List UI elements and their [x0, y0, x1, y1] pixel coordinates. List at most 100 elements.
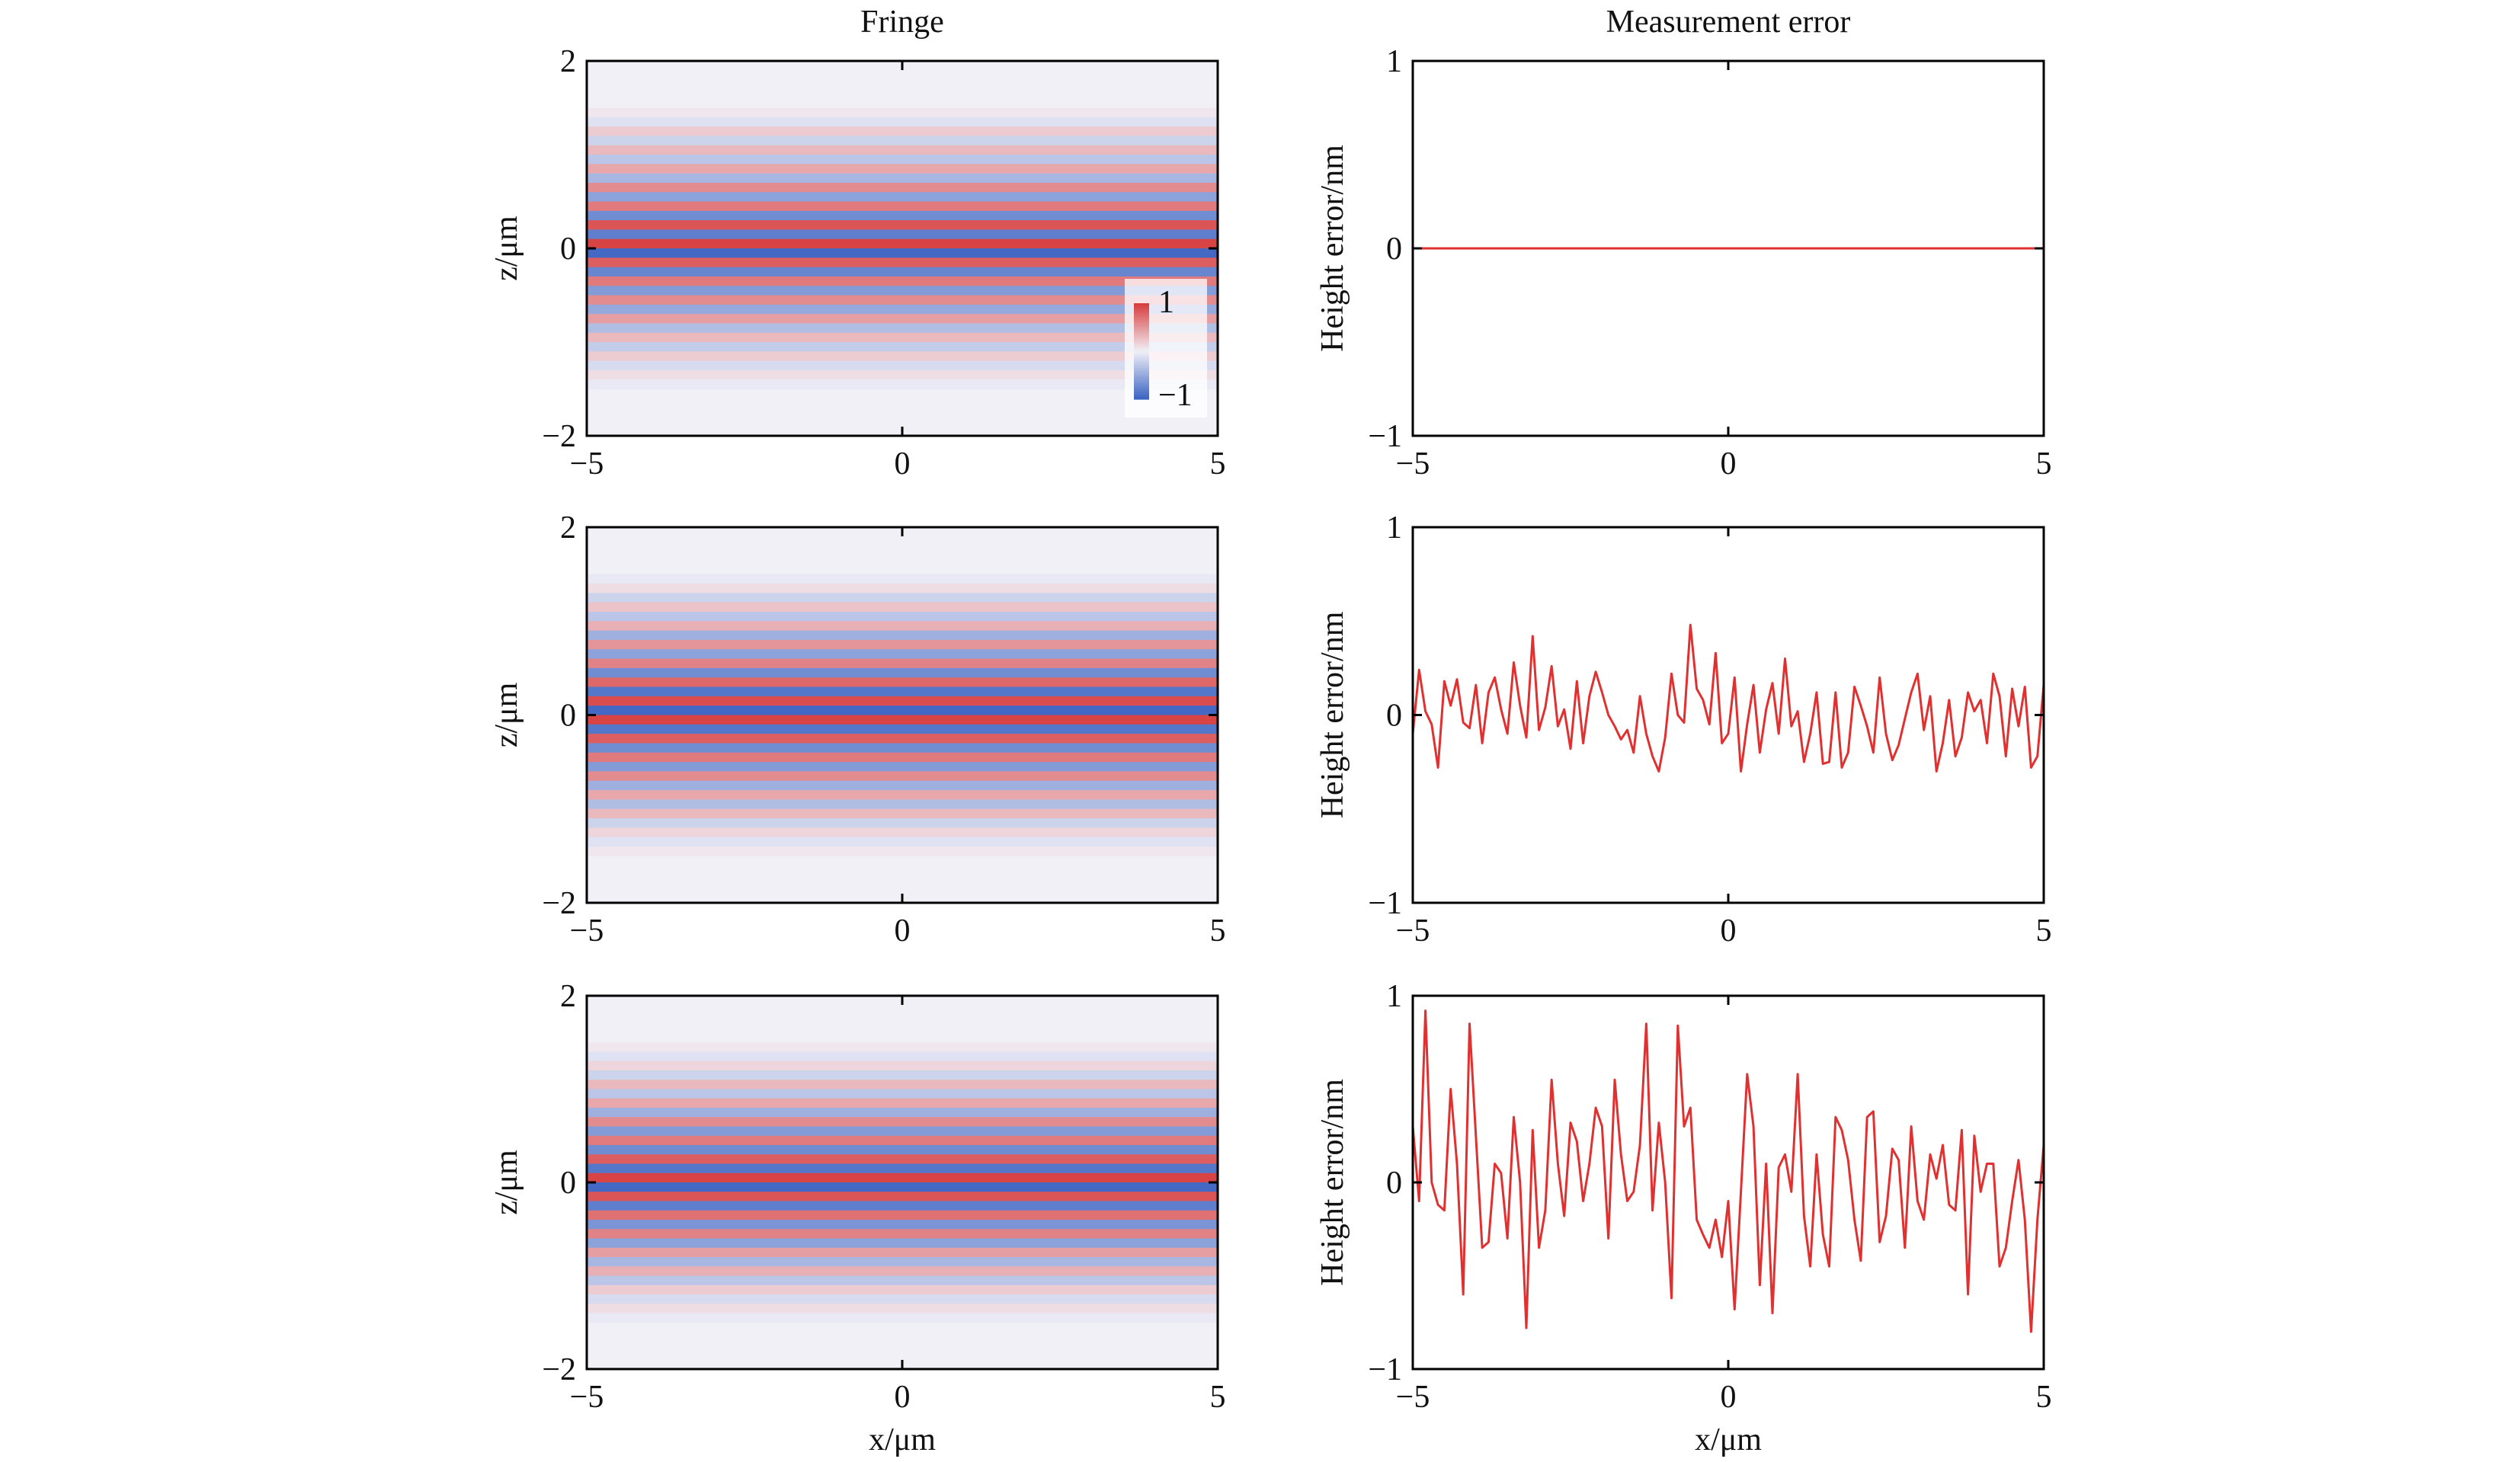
fringe-band: [587, 630, 1218, 641]
colorbar-swatch: [1134, 392, 1149, 395]
colorbar-swatch: [1134, 358, 1149, 362]
y-tick-label: 0: [1386, 1166, 1402, 1201]
colorbar-swatch: [1134, 387, 1149, 390]
colorbar-swatch: [1134, 348, 1149, 352]
colorbar-swatch: [1134, 382, 1149, 385]
fringe-band: [587, 771, 1218, 782]
fringe-axes-3: −5 0 5 −2 0 2 z/μm x/μm: [489, 979, 1226, 1457]
fringe-band: [587, 1313, 1218, 1323]
fringe-band: [587, 1294, 1218, 1304]
fringe-band: [587, 818, 1218, 828]
fringe-band: [587, 846, 1218, 856]
colorbar-swatch: [1134, 379, 1149, 383]
error-axes-1: −5 0 5 −1 0 1 Height error/nm: [1315, 44, 2052, 481]
fringe-band: [587, 173, 1218, 184]
y-tick-label: −2: [542, 1352, 576, 1387]
fringe-heatmap-1: [587, 61, 1218, 436]
y-axis-label: Height error/nm: [1315, 1079, 1350, 1286]
fringe-band: [587, 743, 1218, 753]
fringe-axes-2: −5 0 5 −2 0 2 z/μm: [489, 510, 1226, 949]
x-tick-label: −5: [570, 446, 604, 481]
colorbar-swatch: [1134, 370, 1149, 373]
x-tick-label: 5: [2036, 913, 2052, 949]
colorbar-swatch: [1134, 373, 1149, 376]
x-tick-label: 5: [1210, 913, 1226, 949]
colorbar: 1 −1: [1125, 279, 1207, 417]
fringe-band: [587, 734, 1218, 744]
y-tick-label: 1: [1386, 44, 1402, 79]
colorbar-swatch: [1134, 306, 1149, 309]
error-series-line: [1411, 623, 2045, 773]
y-tick-label: 0: [560, 232, 576, 267]
plot-frame: [585, 994, 1219, 1371]
fringe-band: [587, 1229, 1218, 1239]
fringe-band: [587, 1098, 1218, 1108]
error-plot-3: [1411, 1009, 2045, 1333]
colorbar-swatch: [1134, 368, 1149, 371]
colorbar-swatch: [1134, 346, 1149, 350]
colorbar-swatch: [1134, 377, 1149, 381]
colorbar-swatch: [1134, 389, 1149, 393]
fringe-band: [587, 837, 1218, 847]
fringe-band: [587, 1042, 1218, 1052]
fringe-band: [587, 1080, 1218, 1089]
fringe-band: [587, 808, 1218, 819]
fringe-band: [587, 192, 1218, 202]
fringe-band: [587, 1304, 1218, 1313]
fringe-band: [587, 1051, 1218, 1062]
x-tick-label: −5: [1396, 913, 1430, 949]
y-axis-label: z/μm: [489, 1150, 524, 1215]
fringe-band: [587, 1220, 1218, 1230]
fringe-band: [587, 1089, 1218, 1099]
y-tick-label: 1: [1386, 510, 1402, 545]
fringe-band: [587, 286, 1218, 296]
x-tick-label: 0: [1721, 446, 1737, 481]
fringe-band: [587, 639, 1218, 650]
fringe-band: [587, 342, 1218, 352]
fringe-band: [587, 649, 1218, 660]
fringe-band: [587, 602, 1218, 613]
colorbar-swatch: [1134, 360, 1149, 364]
fringe-band: [587, 258, 1218, 268]
x-axis-label: x/μm: [1695, 1422, 1762, 1457]
fringe-band: [587, 780, 1218, 791]
fringe-band: [587, 248, 1218, 258]
fringe-band: [587, 1247, 1218, 1258]
plot-frame: [585, 526, 1219, 904]
colorbar-swatch: [1134, 327, 1149, 331]
fringe-band: [587, 314, 1218, 324]
colorbar-swatch: [1134, 344, 1149, 347]
colorbar-swatch: [1134, 375, 1149, 379]
fringe-band: [587, 1182, 1218, 1192]
fringe-band: [587, 574, 1218, 584]
y-tick-label: 0: [1386, 699, 1402, 734]
fringe-band: [587, 715, 1218, 725]
fringe-band: [587, 1154, 1218, 1164]
fringe-band: [587, 1275, 1218, 1286]
fringe-band: [587, 593, 1218, 603]
y-tick-label: 0: [560, 1166, 576, 1201]
fringe-band: [587, 1061, 1218, 1071]
y-axis-label: Height error/nm: [1315, 145, 1350, 352]
y-tick-label: 2: [560, 44, 576, 79]
colorbar-swatch: [1134, 341, 1149, 345]
fringe-band: [587, 201, 1218, 212]
colorbar-swatch: [1134, 329, 1149, 333]
fringe-band: [587, 583, 1218, 593]
x-tick-label: 0: [895, 446, 911, 481]
colorbar-swatch: [1134, 334, 1149, 338]
fringe-band: [587, 1238, 1218, 1249]
y-axis-label: z/μm: [489, 682, 524, 747]
fringe-axes-1: −5 0 5 −2 0 2 z/μm: [489, 44, 1226, 481]
fringe-band: [587, 276, 1218, 286]
y-axis-label: z/μm: [489, 216, 524, 281]
fringe-band: [587, 379, 1218, 389]
colorbar-swatch: [1134, 308, 1149, 312]
fringe-band: [587, 677, 1218, 688]
fringe-band: [587, 155, 1218, 165]
colorbar-swatch: [1134, 303, 1149, 306]
y-tick-label: −2: [542, 419, 576, 454]
x-tick-label: −5: [570, 913, 604, 949]
fringe-band: [587, 295, 1218, 306]
